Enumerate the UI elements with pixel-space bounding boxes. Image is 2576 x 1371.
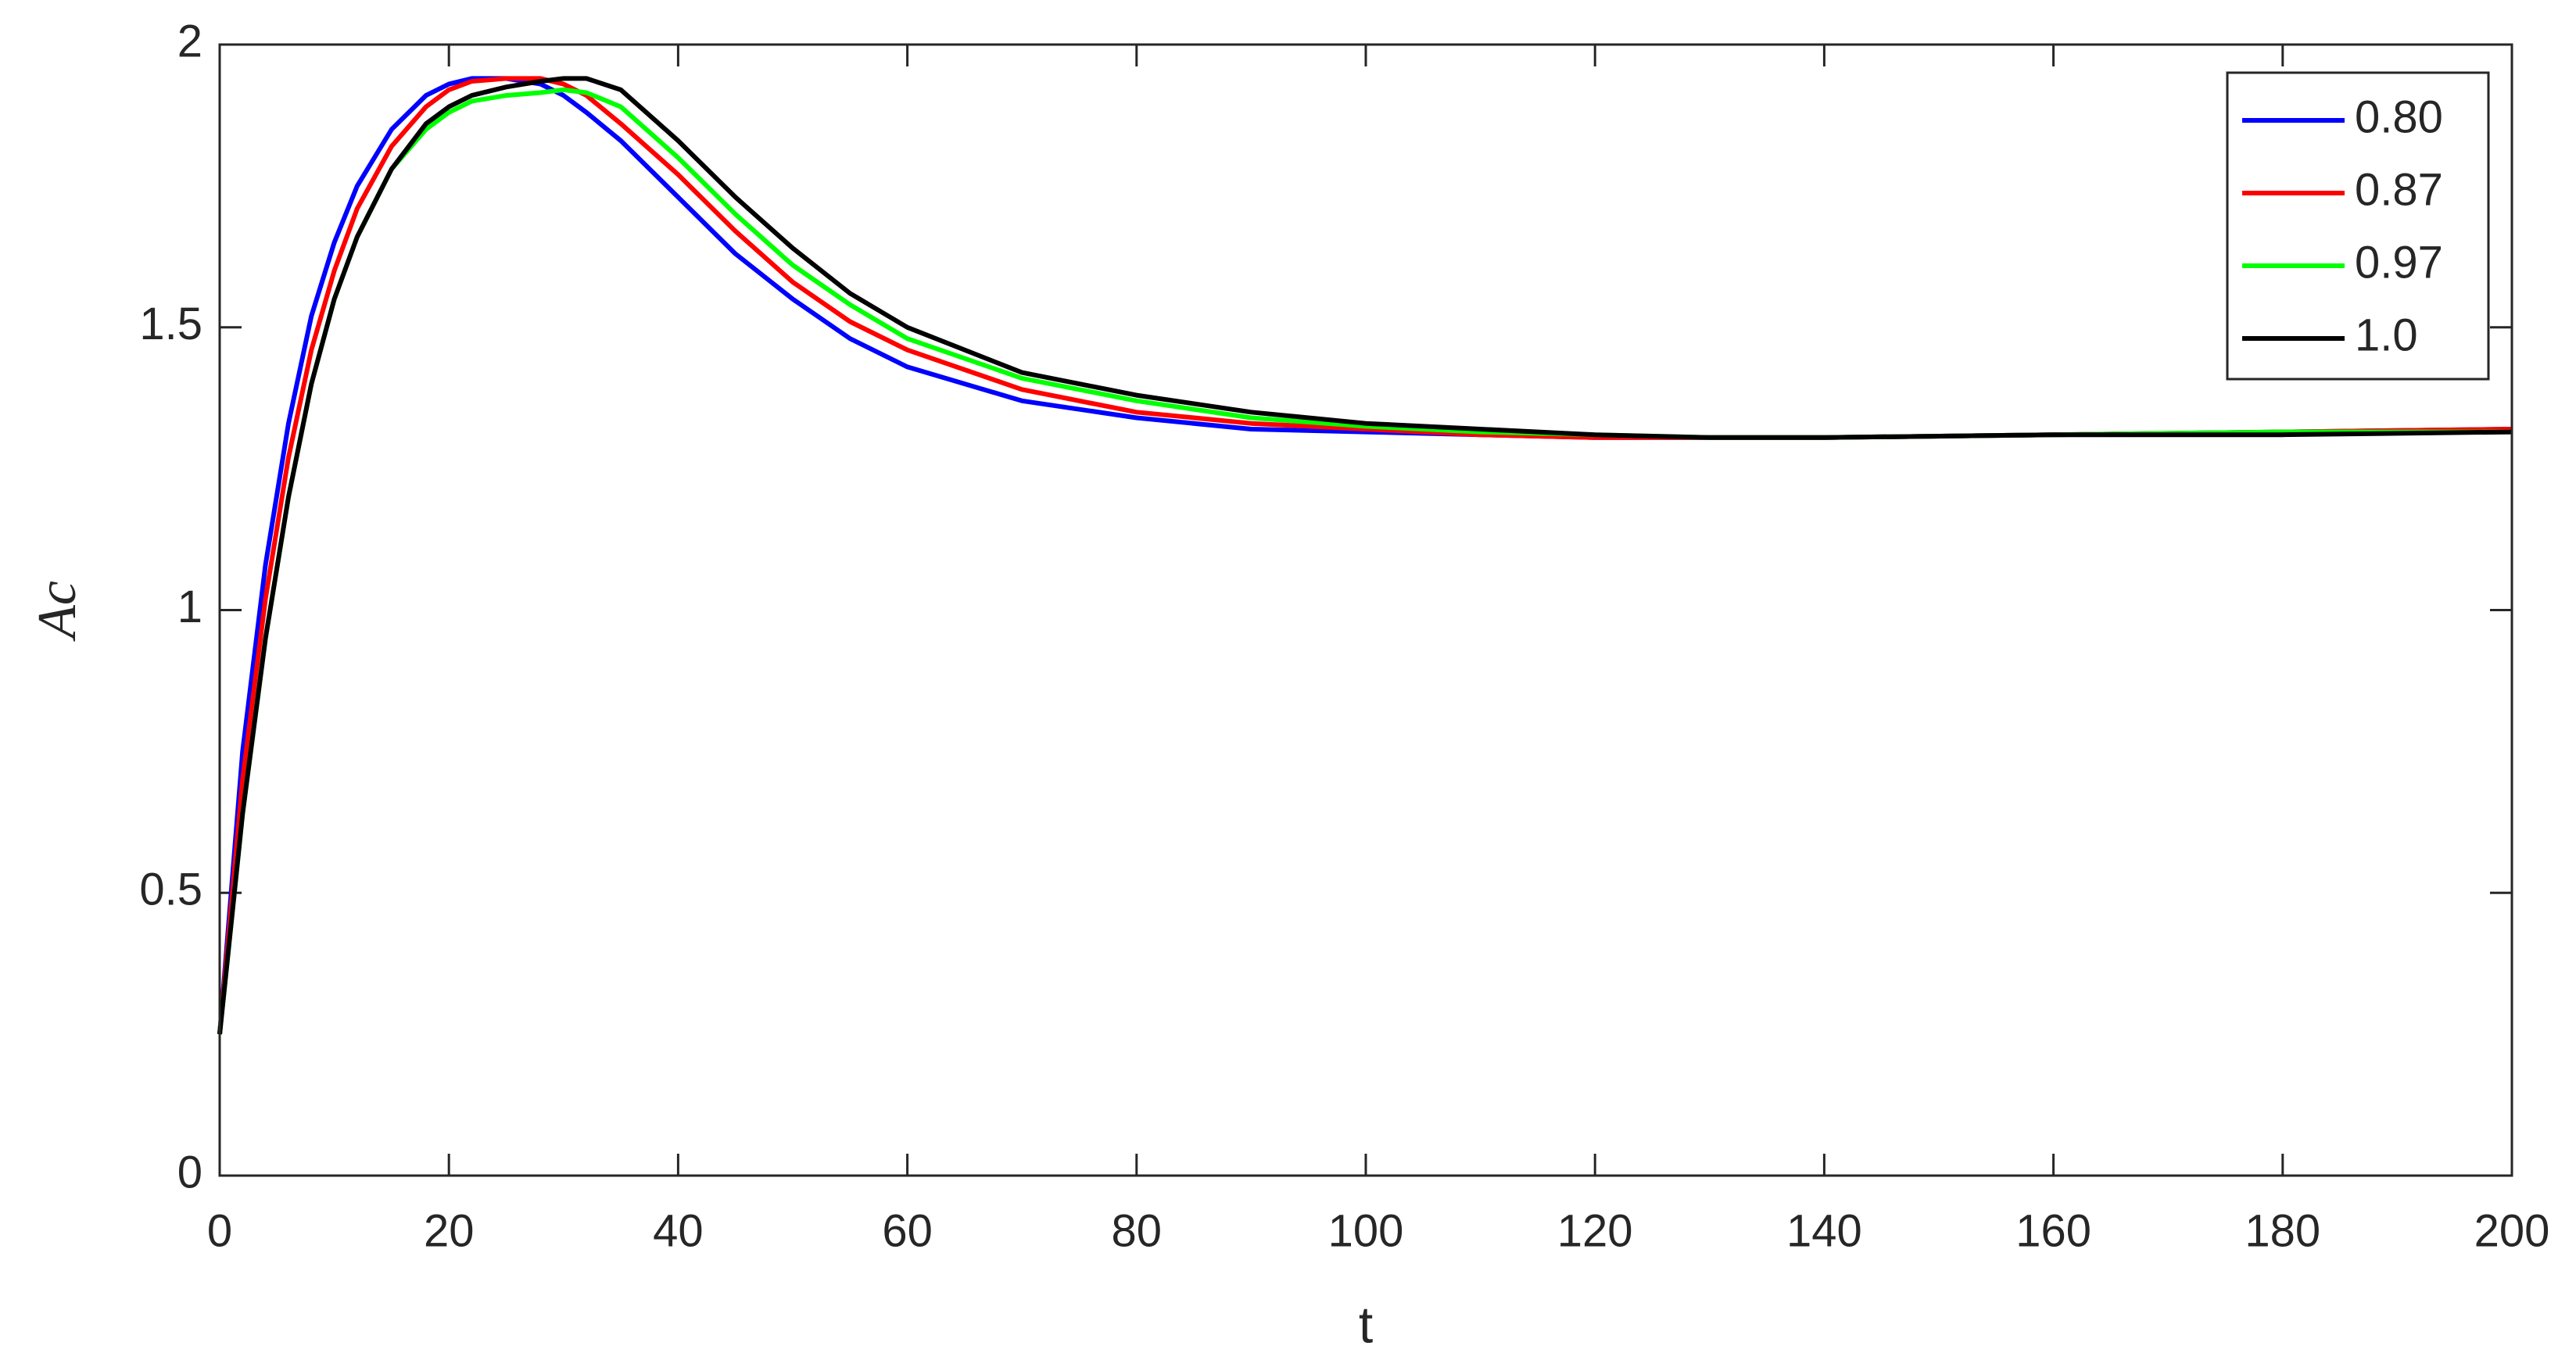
y-axis-label: Ac [27,581,88,642]
y-tick-label: 2 [177,16,202,66]
x-tick-label: 80 [1112,1205,1163,1256]
y-tick-label: 1.5 [139,299,202,349]
x-tick-label: 140 [1786,1205,1862,1256]
x-axis-label: t [1359,1295,1373,1353]
legend-label: 1.0 [2355,310,2418,360]
x-tick-label: 200 [2474,1205,2550,1256]
x-tick-label: 120 [1557,1205,1633,1256]
x-tick-label: 100 [1328,1205,1404,1256]
y-tick-label: 0.5 [139,864,202,915]
legend-label: 0.97 [2355,237,2443,288]
x-tick-label: 20 [424,1205,475,1256]
legend-label: 0.87 [2355,164,2443,215]
y-tick-label: 0 [177,1147,202,1197]
plot-frame [218,43,2513,1177]
series-line [217,76,2513,1035]
x-tick-label: 160 [2015,1205,2091,1256]
legend-label: 0.80 [2355,91,2443,142]
y-tick-label: 1 [177,582,202,632]
x-tick-label: 40 [653,1205,704,1256]
series-line [217,76,2513,1035]
x-tick-label: 60 [882,1205,933,1256]
x-tick-label: 0 [207,1205,232,1256]
legend-box [2226,71,2490,381]
x-tick-label: 180 [2245,1205,2320,1256]
